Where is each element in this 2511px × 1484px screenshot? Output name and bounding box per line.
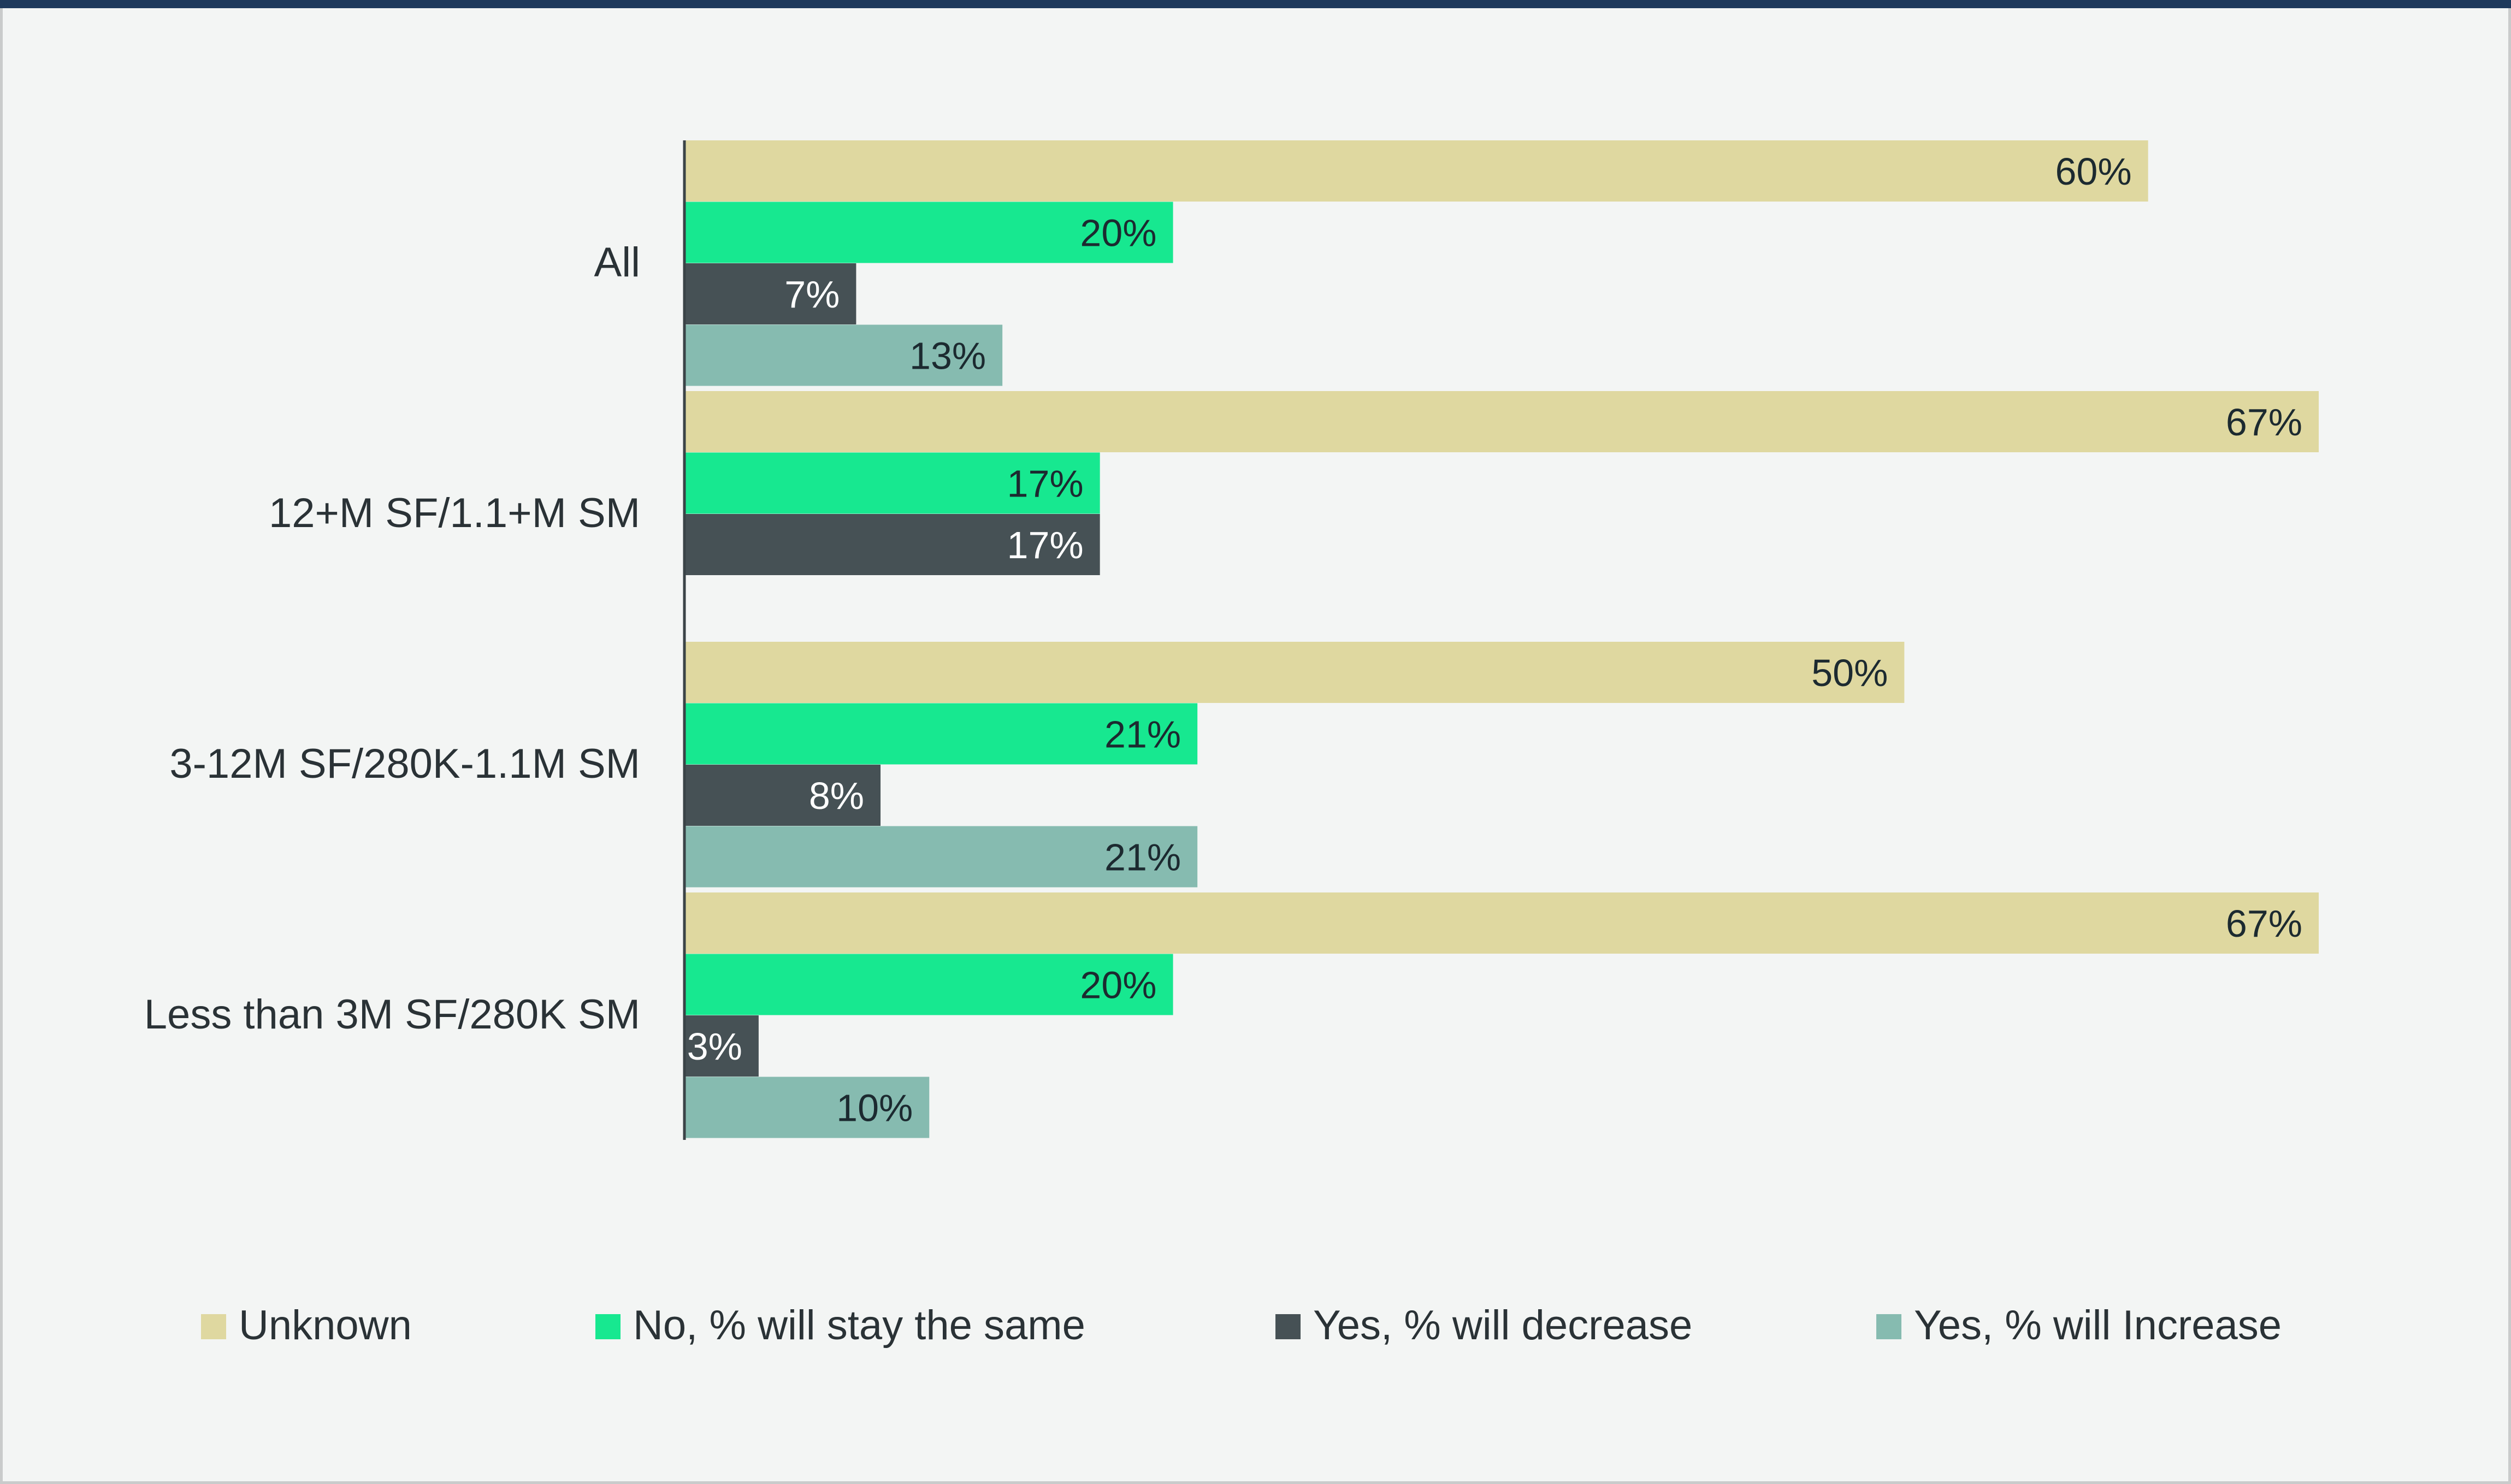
bar-3-12m-sf-280k-1-1m-sm-yes-will-increase bbox=[686, 826, 1198, 888]
bars-layer: 60% 20% 7% 13% 67% 17% 17% 50% 21% 8% 21% 67% 20% 3% 1… bbox=[686, 140, 2319, 1138]
category-labels: All 12+M SF/1.1+M SM 3-12M SF/280K-1.1M SM… bbox=[144, 239, 640, 1038]
data-label: 7% bbox=[784, 273, 840, 316]
legend-item-yes-will-increase: Yes, % will Increase bbox=[1876, 1302, 2282, 1349]
bar-less-than-3m-sf-280k-sm-yes-will-increase bbox=[686, 1077, 930, 1138]
bar-less-than-3m-sf-280k-sm-no-will-stay-the-same bbox=[686, 954, 1173, 1015]
data-label: 13% bbox=[909, 335, 986, 377]
bar-3-12m-sf-280k-1-1m-sm-no-will-stay-the-same bbox=[686, 703, 1198, 765]
bar-less-than-3m-sf-280k-sm-unknown bbox=[686, 892, 2319, 954]
legend-swatch bbox=[201, 1314, 226, 1339]
top-accent-bar bbox=[0, 0, 2511, 8]
data-label: 10% bbox=[836, 1087, 913, 1130]
category-label: All bbox=[594, 239, 640, 286]
legend-label: Unknown bbox=[239, 1302, 412, 1349]
data-label: 21% bbox=[1104, 713, 1181, 756]
bar-12-m-sf-1-1-m-sm-yes-will-decrease bbox=[686, 514, 1100, 575]
data-label: 20% bbox=[1080, 964, 1156, 1007]
data-label: 60% bbox=[2055, 150, 2132, 193]
bar-3-12m-sf-280k-1-1m-sm-yes-will-decrease bbox=[686, 765, 881, 826]
bar-less-than-3m-sf-280k-sm-yes-will-decrease bbox=[686, 1015, 759, 1077]
category-label: 3-12M SF/280K-1.1M SM bbox=[169, 741, 640, 787]
data-label: 3% bbox=[687, 1025, 742, 1068]
data-label: 50% bbox=[1811, 652, 1888, 694]
bar-all-yes-will-increase bbox=[686, 324, 1003, 386]
data-label: 67% bbox=[2226, 401, 2302, 444]
data-label: 17% bbox=[1007, 463, 1084, 505]
bar-all-no-will-stay-the-same bbox=[686, 202, 1173, 263]
bar-12-m-sf-1-1-m-sm-unknown bbox=[686, 391, 2319, 452]
legend-label: No, % will stay the same bbox=[633, 1302, 1085, 1349]
legend-item-no-will-stay-the-same: No, % will stay the same bbox=[595, 1302, 1085, 1349]
bar-all-yes-will-decrease bbox=[686, 263, 856, 324]
legend-label: Yes, % will Increase bbox=[1914, 1302, 2282, 1349]
data-label: 17% bbox=[1007, 524, 1084, 566]
bar-3-12m-sf-280k-1-1m-sm-unknown bbox=[686, 642, 1905, 703]
legend-swatch bbox=[1876, 1314, 1901, 1339]
legend-swatch bbox=[1275, 1314, 1301, 1339]
legend: Unknown No, % will stay the same Yes, % wi… bbox=[201, 1302, 2282, 1349]
legend-item-yes-will-decrease: Yes, % will decrease bbox=[1275, 1302, 1692, 1349]
data-label: 21% bbox=[1104, 836, 1181, 879]
legend-label: Yes, % will decrease bbox=[1313, 1302, 1692, 1349]
data-label: 8% bbox=[809, 774, 864, 817]
data-label: 20% bbox=[1080, 212, 1156, 255]
data-label: 67% bbox=[2226, 902, 2302, 945]
legend-item-unknown: Unknown bbox=[201, 1302, 412, 1349]
bar-all-unknown bbox=[686, 140, 2148, 202]
bar-12-m-sf-1-1-m-sm-no-will-stay-the-same bbox=[686, 452, 1100, 514]
category-label: Less than 3M SF/280K SM bbox=[144, 991, 640, 1038]
category-label: 12+M SF/1.1+M SM bbox=[269, 490, 640, 536]
legend-swatch bbox=[595, 1314, 621, 1339]
